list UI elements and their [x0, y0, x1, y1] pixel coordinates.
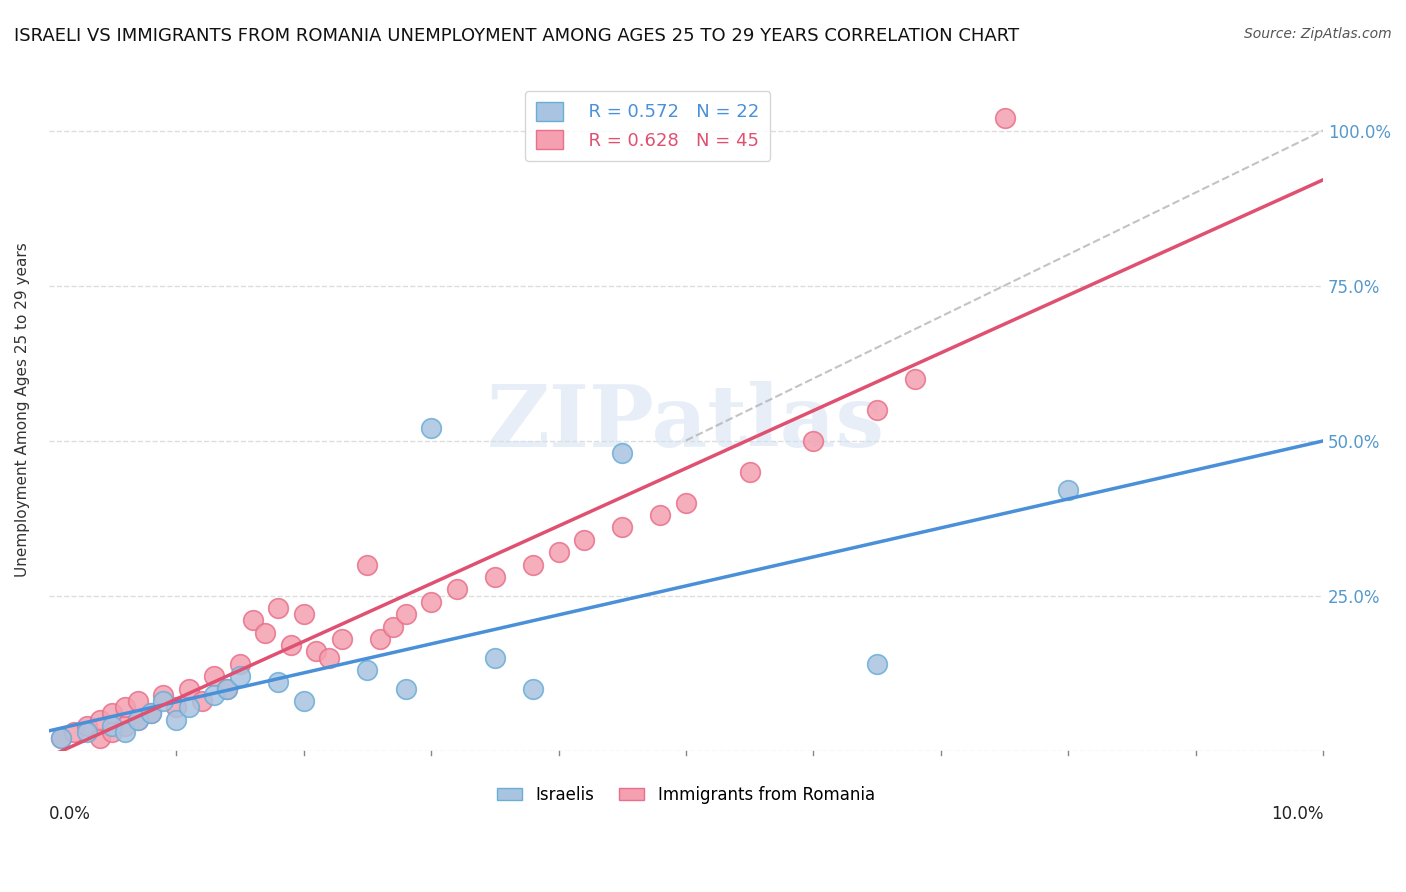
- Point: [190, 694, 212, 708]
- Point: [572, 533, 595, 547]
- Text: 10.0%: 10.0%: [1271, 805, 1323, 823]
- Point: [127, 713, 149, 727]
- Point: [139, 706, 162, 721]
- Point: [738, 465, 761, 479]
- Point: [165, 700, 187, 714]
- Point: [177, 681, 200, 696]
- Point: [177, 700, 200, 714]
- Point: [866, 402, 889, 417]
- Point: [650, 508, 672, 522]
- Point: [904, 371, 927, 385]
- Point: [993, 111, 1015, 125]
- Point: [484, 650, 506, 665]
- Point: [381, 619, 404, 633]
- Point: [114, 700, 136, 714]
- Point: [1057, 483, 1080, 497]
- Point: [330, 632, 353, 646]
- Point: [204, 688, 226, 702]
- Point: [127, 713, 149, 727]
- Point: [165, 713, 187, 727]
- Point: [803, 434, 825, 448]
- Point: [522, 681, 544, 696]
- Point: [394, 681, 416, 696]
- Point: [89, 713, 111, 727]
- Point: [114, 725, 136, 739]
- Point: [89, 731, 111, 746]
- Point: [484, 570, 506, 584]
- Point: [101, 725, 124, 739]
- Point: [522, 558, 544, 572]
- Y-axis label: Unemployment Among Ages 25 to 29 years: Unemployment Among Ages 25 to 29 years: [15, 242, 30, 577]
- Point: [368, 632, 391, 646]
- Point: [114, 719, 136, 733]
- Point: [229, 669, 252, 683]
- Point: [612, 520, 634, 534]
- Point: [152, 688, 174, 702]
- Point: [420, 595, 443, 609]
- Point: [547, 545, 569, 559]
- Point: [51, 731, 73, 746]
- Point: [101, 706, 124, 721]
- Point: [318, 650, 340, 665]
- Point: [152, 694, 174, 708]
- Text: ISRAELI VS IMMIGRANTS FROM ROMANIA UNEMPLOYMENT AMONG AGES 25 TO 29 YEARS CORREL: ISRAELI VS IMMIGRANTS FROM ROMANIA UNEMP…: [14, 27, 1019, 45]
- Point: [101, 719, 124, 733]
- Point: [280, 638, 302, 652]
- Point: [356, 663, 378, 677]
- Point: [51, 731, 73, 746]
- Point: [242, 613, 264, 627]
- Point: [394, 607, 416, 621]
- Point: [356, 558, 378, 572]
- Point: [305, 644, 328, 658]
- Text: ZIPatlas: ZIPatlas: [486, 381, 884, 465]
- Point: [204, 669, 226, 683]
- Point: [254, 625, 277, 640]
- Text: 0.0%: 0.0%: [49, 805, 90, 823]
- Point: [217, 681, 239, 696]
- Point: [675, 495, 697, 509]
- Point: [76, 719, 98, 733]
- Point: [612, 446, 634, 460]
- Point: [866, 657, 889, 671]
- Point: [139, 706, 162, 721]
- Point: [229, 657, 252, 671]
- Point: [267, 675, 290, 690]
- Point: [76, 725, 98, 739]
- Point: [217, 681, 239, 696]
- Point: [446, 582, 468, 597]
- Point: [63, 725, 86, 739]
- Point: [292, 694, 315, 708]
- Point: [127, 694, 149, 708]
- Legend: Israelis, Immigrants from Romania: Israelis, Immigrants from Romania: [491, 779, 882, 811]
- Point: [420, 421, 443, 435]
- Text: Source: ZipAtlas.com: Source: ZipAtlas.com: [1244, 27, 1392, 41]
- Point: [292, 607, 315, 621]
- Point: [267, 601, 290, 615]
